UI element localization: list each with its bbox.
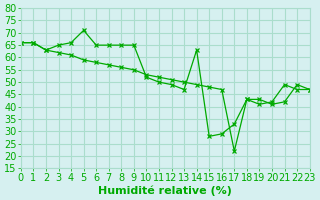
X-axis label: Humidité relative (%): Humidité relative (%)	[98, 185, 232, 196]
